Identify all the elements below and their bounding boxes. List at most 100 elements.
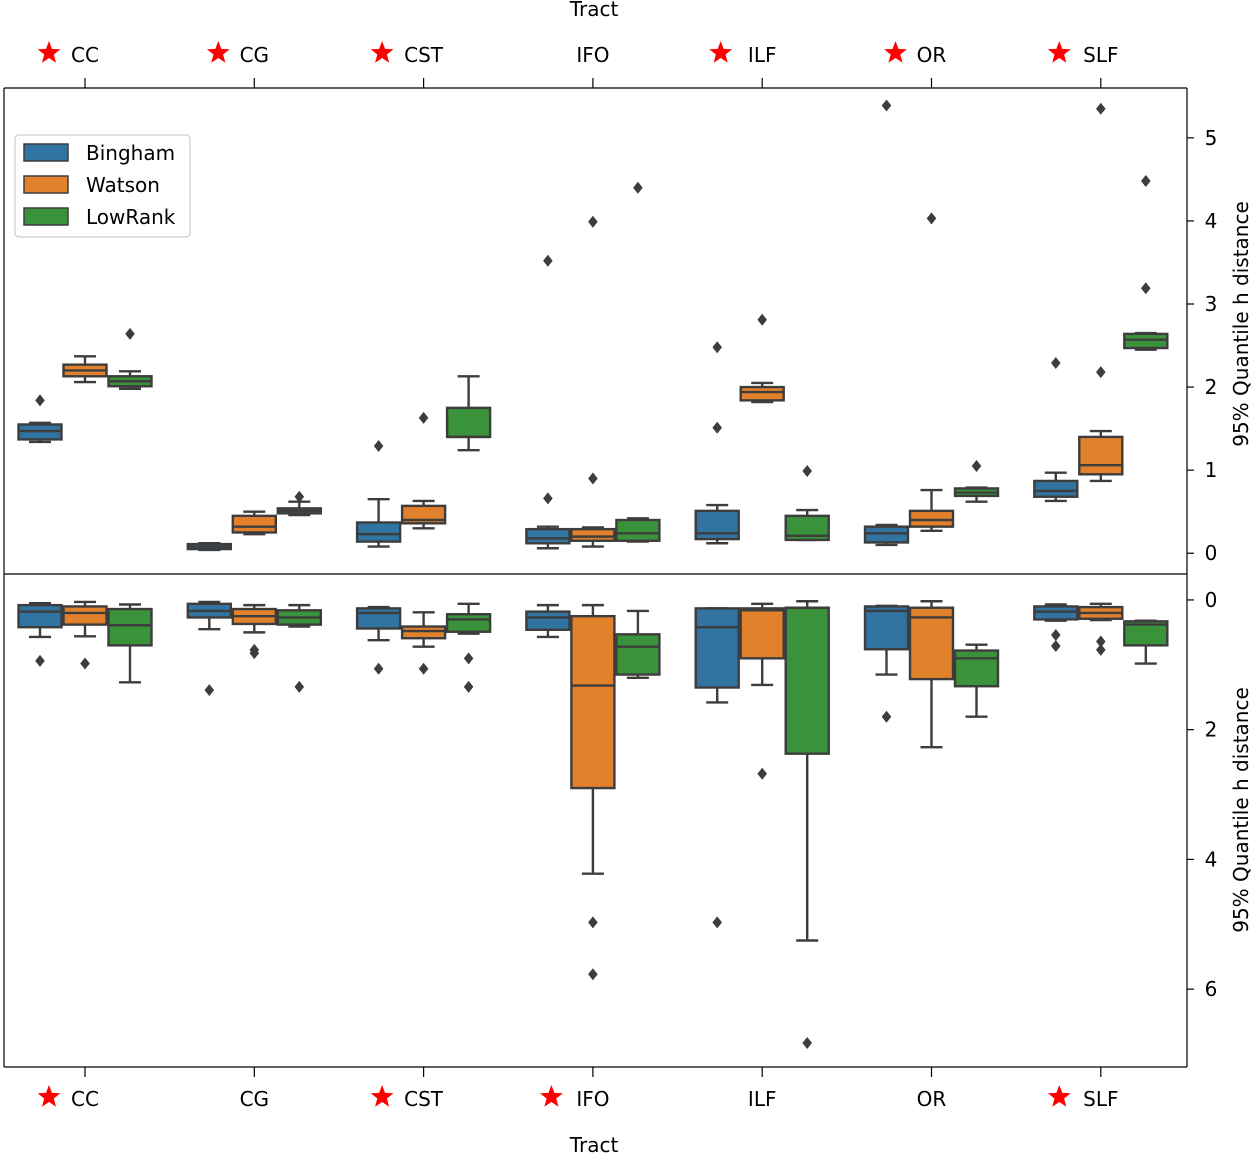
- top-boxplot-panel: 0 1 2 3 4 5 CC CG CST IFO ILF OR SLF: [3, 41, 1218, 575]
- box-bingham: [863, 605, 910, 651]
- significance-star-icon: [709, 41, 733, 63]
- x-tick-label: OR: [917, 43, 947, 67]
- bottom-boxplot-panel: 0 2 4 6 CC CG CST IFO ILF OR SLF: [3, 574, 1218, 1111]
- outlier-point: [802, 464, 812, 477]
- legend-label-bingham: Bingham: [86, 141, 175, 165]
- y-tick-label: 2: [1205, 375, 1218, 399]
- x-tick-label: IFO: [576, 1087, 609, 1111]
- outlier-point: [926, 212, 937, 225]
- box-bingham: [525, 527, 571, 545]
- outlier-point: [543, 254, 553, 267]
- box-bingham: [863, 525, 910, 544]
- outlier-point: [757, 313, 767, 326]
- outlier-point: [1051, 628, 1061, 641]
- box-watson: [908, 509, 955, 528]
- outlier-point: [1051, 640, 1061, 653]
- box-bingham: [17, 603, 63, 629]
- box-bingham: [1033, 479, 1079, 498]
- y-tick-label: 6: [1205, 977, 1218, 1001]
- box-lowrank: [445, 406, 492, 439]
- outlier-point: [418, 662, 429, 675]
- y-tick-label: 5: [1205, 126, 1218, 150]
- outlier-point: [633, 181, 643, 194]
- x-tick-label: CG: [240, 43, 269, 67]
- outlier-point: [1096, 643, 1106, 656]
- outlier-point: [588, 968, 598, 981]
- legend-swatch-bingham: [23, 143, 69, 162]
- outlier-point: [249, 647, 260, 660]
- outlier-point: [881, 710, 892, 723]
- y-tick-label: 3: [1205, 292, 1218, 316]
- y-tick-label: 4: [1205, 847, 1218, 871]
- outlier-point: [35, 654, 45, 667]
- significance-star-icon: [37, 1085, 61, 1107]
- x-tick-label: IFO: [576, 43, 609, 67]
- significance-star-icon: [884, 41, 907, 63]
- outlier-point: [1096, 102, 1106, 115]
- outlier-point: [588, 472, 598, 485]
- box-lowrank: [615, 518, 661, 542]
- box-watson: [739, 607, 785, 660]
- box-lowrank: [953, 649, 1000, 688]
- outlier-point: [757, 767, 767, 780]
- outlier-point: [80, 657, 90, 670]
- box-lowrank: [107, 607, 153, 647]
- y-tick-label: 2: [1205, 718, 1218, 742]
- outlier-point: [712, 421, 722, 434]
- x-tick-label: CC: [71, 1087, 99, 1111]
- legend-label-lowrank: LowRank: [86, 205, 176, 229]
- outlier-point: [125, 327, 135, 340]
- y-tick-label: 4: [1205, 209, 1218, 233]
- outlier-point: [463, 652, 474, 665]
- y-tick-label: 1: [1205, 458, 1218, 482]
- top-xlabel: Tract: [569, 0, 619, 21]
- x-tick-label: SLF: [1083, 43, 1118, 67]
- legend: Bingham Watson LowRank: [14, 134, 191, 238]
- outlier-point: [1096, 635, 1106, 648]
- outlier-point: [543, 492, 553, 505]
- outlier-point: [1141, 175, 1151, 188]
- box-bingham: [355, 607, 402, 630]
- box-watson: [1078, 435, 1124, 476]
- x-tick-label: CST: [404, 1087, 444, 1111]
- legend-label-watson: Watson: [86, 173, 160, 197]
- outlier-point: [418, 411, 429, 424]
- box-lowrank: [784, 606, 830, 755]
- box-watson: [570, 614, 616, 790]
- significance-star-icon: [370, 41, 394, 63]
- outlier-point: [35, 394, 45, 407]
- y-tick-label: 0: [1205, 541, 1218, 565]
- y-tick-label: 0: [1205, 588, 1218, 612]
- box-watson: [62, 605, 108, 626]
- outlier-point: [1096, 366, 1106, 379]
- box-bingham: [694, 509, 740, 541]
- legend-swatch-watson: [23, 175, 69, 194]
- outlier-point: [294, 680, 305, 693]
- box-bingham: [355, 521, 402, 543]
- outlier-point: [204, 684, 215, 697]
- box-watson: [400, 625, 447, 640]
- outlier-point: [971, 460, 982, 472]
- x-tick-label: ILF: [748, 1087, 777, 1111]
- significance-star-icon: [1047, 41, 1071, 63]
- outlier-point: [1141, 282, 1151, 295]
- bottom-xlabel: Tract: [569, 1133, 619, 1154]
- legend-swatch-lowrank: [23, 207, 69, 226]
- outlier-point: [294, 490, 305, 503]
- box-lowrank: [615, 633, 661, 676]
- box-watson: [908, 606, 955, 681]
- bottom-ylabel: 95% Quantile h distance: [1229, 687, 1252, 933]
- significance-star-icon: [37, 41, 61, 63]
- box-bingham: [694, 607, 740, 689]
- box-lowrank: [445, 613, 492, 633]
- box-watson: [570, 527, 616, 542]
- box-lowrank: [1123, 332, 1169, 350]
- outlier-point: [463, 680, 474, 693]
- outlier-point: [802, 1036, 812, 1049]
- x-tick-label: OR: [917, 1087, 947, 1111]
- outlier-point: [1051, 356, 1061, 369]
- outlier-point: [881, 99, 892, 112]
- x-tick-label: CST: [404, 43, 444, 67]
- significance-star-icon: [1047, 1085, 1071, 1107]
